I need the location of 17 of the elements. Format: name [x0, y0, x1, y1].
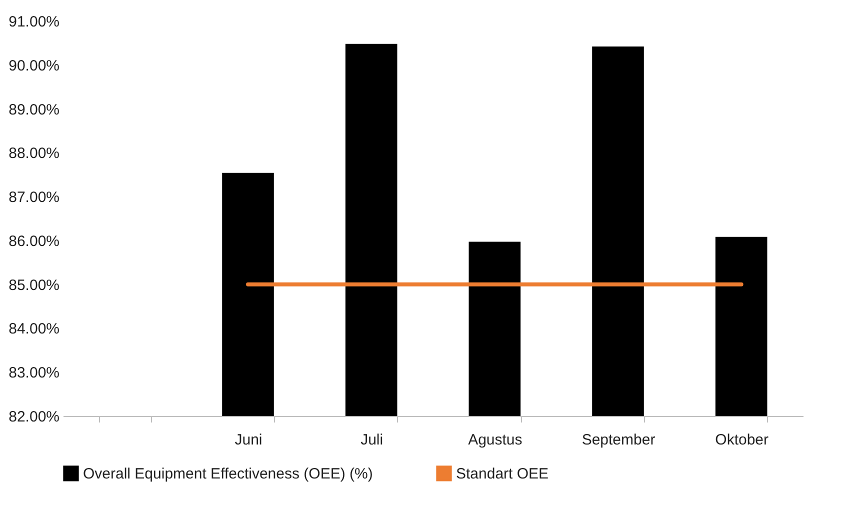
y-tick-label: 90.00% — [8, 57, 60, 74]
y-tick-label: 83.00% — [8, 364, 60, 382]
x-tick-label: Juli — [360, 432, 384, 448]
y-tick-label: 86.00% — [8, 232, 60, 250]
y-tick-label: 85.00% — [8, 276, 60, 294]
y-tick-label: 91.00% — [8, 14, 60, 30]
x-tick-label: Juni — [234, 432, 262, 448]
x-tick-label: September — [582, 432, 656, 448]
x-tick-label: Agustus — [468, 432, 522, 448]
y-tick-label: 89.00% — [8, 101, 60, 118]
y-tick-label: 84.00% — [8, 320, 60, 338]
x-tick-label: Oktober — [715, 432, 769, 448]
y-tick-label: 87.00% — [8, 189, 60, 206]
y-tick-label: 88.00% — [8, 145, 60, 162]
y-tick-label: 82.00% — [8, 408, 60, 426]
legend-label: Standart OEE — [456, 465, 549, 482]
legend-label: Overall Equipment Effectiveness (OEE) (%) — [83, 465, 373, 482]
